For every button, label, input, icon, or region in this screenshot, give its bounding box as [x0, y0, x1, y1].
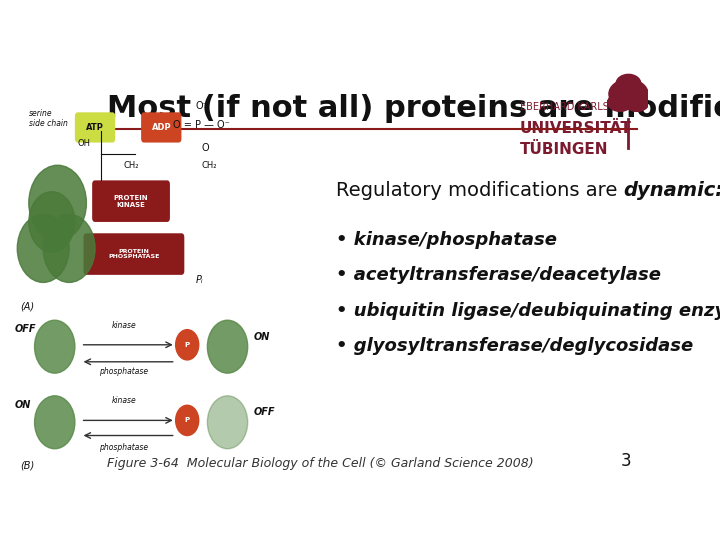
Text: Most (if not all) proteins are modified: Most (if not all) proteins are modified — [107, 94, 720, 123]
Text: • kinase/phosphatase: • kinase/phosphatase — [336, 231, 557, 249]
Circle shape — [609, 79, 648, 109]
Text: Figure 3-64  Molecular Biology of the Cell (© Garland Science 2008): Figure 3-64 Molecular Biology of the Cel… — [107, 457, 534, 470]
Text: phosphatase: phosphatase — [99, 368, 148, 376]
Text: PROTEIN
PHOSPHATASE: PROTEIN PHOSPHATASE — [108, 249, 160, 260]
Text: serine
side chain: serine side chain — [29, 109, 68, 128]
Text: OFF: OFF — [14, 324, 36, 334]
Text: kinase: kinase — [112, 396, 136, 405]
Text: P: P — [184, 342, 190, 348]
Circle shape — [624, 93, 649, 111]
Text: O: O — [202, 143, 210, 153]
Text: 3: 3 — [621, 452, 631, 470]
FancyBboxPatch shape — [75, 112, 115, 143]
Text: kinase: kinase — [112, 321, 136, 329]
Text: CH₂: CH₂ — [124, 161, 140, 171]
Text: UNIVERSITÄT: UNIVERSITÄT — [520, 121, 631, 136]
Circle shape — [17, 214, 69, 282]
Text: Pᵢ: Pᵢ — [196, 275, 204, 285]
Circle shape — [608, 93, 632, 111]
Text: PROTEIN
KINASE: PROTEIN KINASE — [114, 194, 148, 208]
Text: ATP: ATP — [86, 123, 104, 132]
Text: dynamic:: dynamic: — [623, 181, 720, 200]
Circle shape — [207, 320, 248, 373]
FancyBboxPatch shape — [92, 180, 170, 222]
FancyBboxPatch shape — [84, 233, 184, 275]
Text: (A): (A) — [20, 301, 35, 312]
Text: phosphatase: phosphatase — [99, 443, 148, 452]
Circle shape — [176, 329, 199, 360]
Text: • ubiquitin ligase/deubiquinating enzyme: • ubiquitin ligase/deubiquinating enzyme — [336, 302, 720, 320]
Text: P: P — [184, 417, 190, 423]
Text: ON: ON — [14, 400, 31, 410]
Circle shape — [35, 320, 75, 373]
Circle shape — [612, 82, 632, 97]
Text: ADP: ADP — [151, 123, 171, 132]
Circle shape — [29, 165, 86, 241]
Text: (B): (B) — [20, 460, 35, 470]
Text: CH₂: CH₂ — [202, 161, 217, 171]
Text: EBERHARD KARLS: EBERHARD KARLS — [520, 102, 608, 112]
Text: • glyosyltransferase/deglycosidase: • glyosyltransferase/deglycosidase — [336, 337, 693, 355]
Circle shape — [176, 405, 199, 435]
Circle shape — [616, 75, 641, 93]
Text: TÜBINGEN: TÜBINGEN — [520, 141, 608, 157]
Text: Regulatory modifications are: Regulatory modifications are — [336, 181, 623, 200]
Text: ON: ON — [253, 332, 270, 342]
FancyBboxPatch shape — [141, 112, 181, 143]
Text: O⁻: O⁻ — [196, 101, 209, 111]
Text: OFF: OFF — [253, 407, 275, 417]
Circle shape — [29, 192, 75, 252]
Circle shape — [207, 396, 248, 449]
Circle shape — [35, 396, 75, 449]
Text: OH: OH — [78, 139, 91, 148]
Text: • acetyltransferase/deacetylase: • acetyltransferase/deacetylase — [336, 266, 660, 285]
Text: O = P — O⁻: O = P — O⁻ — [173, 120, 230, 130]
Circle shape — [43, 214, 95, 282]
Circle shape — [625, 82, 645, 97]
